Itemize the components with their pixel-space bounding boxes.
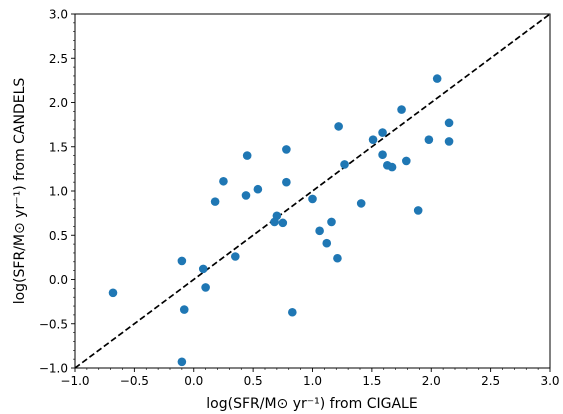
x-tick-label: 0.5 [244, 374, 263, 388]
data-point [288, 307, 297, 317]
data-point [253, 184, 263, 194]
x-tick-label: 3.0 [540, 374, 559, 388]
data-point [356, 199, 366, 208]
data-point [198, 264, 208, 274]
data-point [242, 151, 252, 160]
data-point [179, 305, 189, 314]
x-tick-label: 1.5 [362, 374, 381, 388]
plot-frame [74, 13, 551, 369]
y-tick-label: 2.0 [49, 96, 68, 110]
x-tick-label: 2.5 [481, 374, 500, 388]
x-axis-label: log(SFR/M⊙ yr⁻¹) from CIGALE [206, 396, 417, 412]
major-ticks [71, 13, 551, 372]
data-point [402, 156, 411, 166]
data-point [368, 135, 378, 144]
data-point [378, 128, 387, 137]
data-point [444, 137, 454, 146]
data-point [432, 74, 442, 83]
data-point [333, 253, 342, 263]
x-tick-labels: −1.0 −0.5 0.0 0.5 1.0 1.5 2.0 2.5 3.0 [60, 374, 559, 388]
data-point [327, 217, 336, 227]
y-tick-label: −1.0 [39, 362, 68, 376]
data-point [334, 122, 343, 131]
y-tick-label: 1.0 [49, 185, 68, 199]
data-point [272, 211, 282, 221]
data-point [177, 256, 187, 266]
data-point [413, 206, 423, 215]
y-tick-label: 0.5 [49, 229, 68, 243]
data-point [340, 160, 349, 169]
y-tick-labels: −1.0 −0.5 0.0 0.5 1.0 1.5 2.0 2.5 3.0 [39, 8, 68, 376]
data-point [219, 176, 228, 186]
y-tick-label: −0.5 [39, 317, 68, 331]
data-point [387, 162, 397, 172]
x-tick-label: 0.0 [184, 374, 203, 388]
data-point [282, 145, 291, 154]
data-point [424, 135, 434, 144]
data-point [378, 150, 387, 160]
data-point [308, 194, 317, 204]
data-point [177, 357, 187, 367]
data-point [278, 218, 288, 228]
y-tick-label: 0.0 [49, 273, 68, 287]
data-point [231, 252, 240, 261]
y-axis-label: log(SFR/M⊙ yr⁻¹) from CANDELS [12, 78, 28, 305]
data-point [444, 118, 454, 128]
data-point [108, 288, 118, 298]
data-point [322, 238, 332, 248]
x-tick-label: −0.5 [120, 374, 149, 388]
y-tick-label: 2.5 [49, 52, 68, 66]
data-points [108, 74, 454, 367]
plot-background [75, 14, 550, 368]
y-tick-label: 1.5 [49, 140, 68, 154]
data-point [210, 197, 220, 206]
x-tick-label: 1.0 [303, 374, 322, 388]
data-point [315, 226, 324, 236]
y-tick-label: 3.0 [49, 8, 68, 22]
data-point [241, 191, 251, 200]
x-tick-label: 2.0 [422, 374, 441, 388]
data-point [201, 283, 210, 292]
data-point [282, 177, 291, 187]
x-tick-label: −1.0 [60, 374, 89, 388]
data-point [397, 105, 406, 114]
